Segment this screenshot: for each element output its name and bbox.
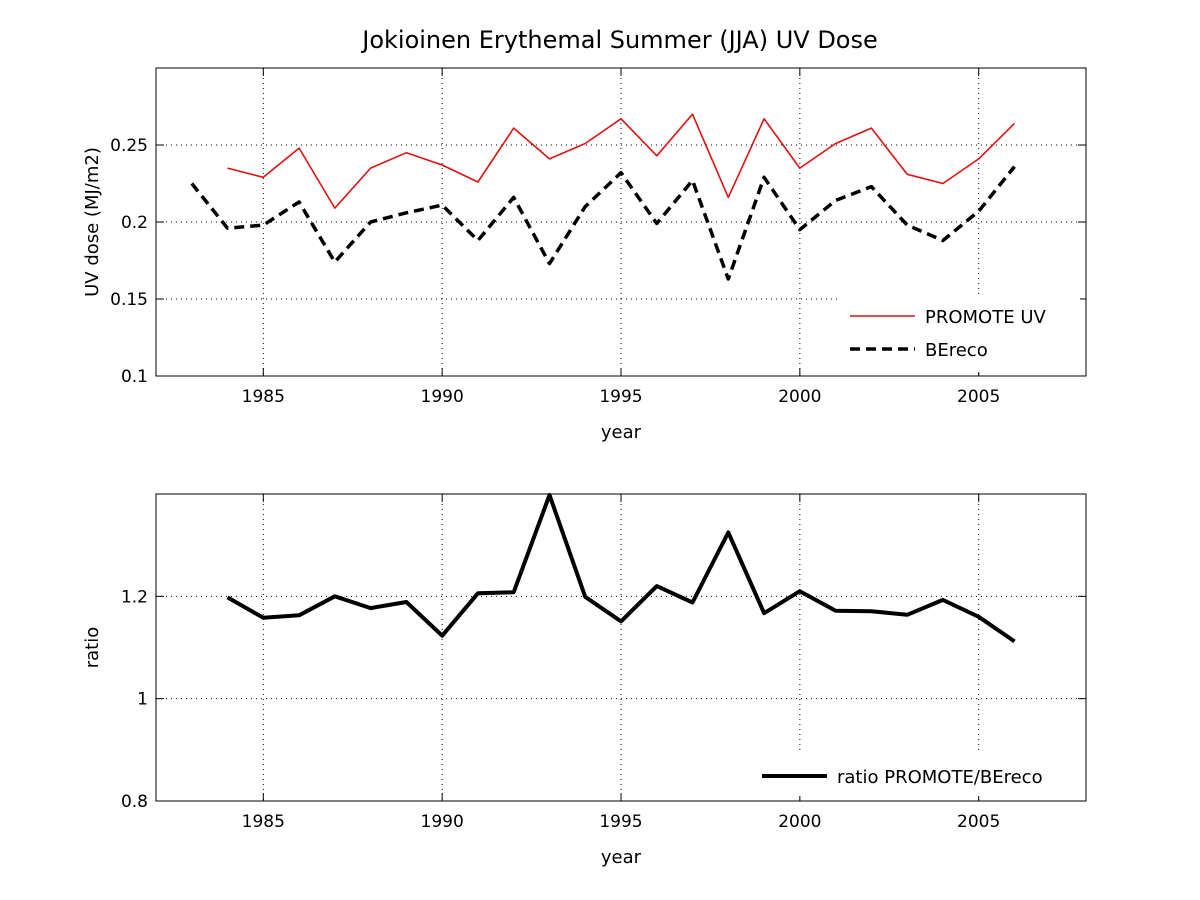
legend: ratio PROMOTE/BEreco	[752, 752, 1082, 796]
y-axis-label: ratio	[82, 627, 103, 669]
y-tick-label: 1.2	[121, 587, 148, 607]
x-tick-label: 2005	[957, 387, 1000, 407]
y-axis-label: UV dose (MJ/m2)	[82, 147, 103, 297]
x-tick-label: 2000	[778, 812, 821, 832]
x-tick-label: 1995	[599, 812, 642, 832]
legend: PROMOTE UV BEreco	[840, 294, 1080, 372]
x-tick-label: 1995	[599, 387, 642, 407]
x-axis-label: year	[601, 847, 642, 868]
series-line-a	[226, 493, 1016, 644]
y-tick-label: 0.25	[110, 136, 148, 156]
ratio-plot: 1985 1990 1995 2000 2005 0.8 1 1.2 year ratio rati…	[82, 493, 1087, 868]
y-tick-label: 0.8	[121, 792, 148, 812]
legend-label: BEreco	[925, 340, 988, 361]
chart-title: Jokioinen Erythemal Summer (JJA) UV Dose	[360, 26, 878, 54]
y-tick-label: 0.15	[110, 290, 148, 310]
series-line-a	[227, 113, 1016, 209]
y-tick-label: 0.2	[121, 213, 148, 233]
legend-background	[840, 294, 1080, 372]
x-tick-label: 1990	[421, 812, 464, 832]
legend-label: PROMOTE UV	[925, 307, 1046, 328]
x-axis-label: year	[601, 422, 642, 443]
series-line-b	[190, 165, 1016, 281]
x-tick-label: 1990	[421, 387, 464, 407]
y-tick-label: 1	[137, 690, 148, 710]
x-tick-label: 1985	[242, 812, 285, 832]
legend-label: ratio PROMOTE/BEreco	[837, 767, 1043, 788]
x-tick-label: 2000	[778, 387, 821, 407]
y-tick-label: 0.1	[121, 367, 148, 387]
x-tick-label: 2005	[957, 812, 1000, 832]
x-tick-label: 1985	[242, 387, 285, 407]
uv-dose-plot: 1985 1990 1995 2000 2005 0.1 0.15 0.2 0.25 year UV…	[82, 67, 1087, 443]
